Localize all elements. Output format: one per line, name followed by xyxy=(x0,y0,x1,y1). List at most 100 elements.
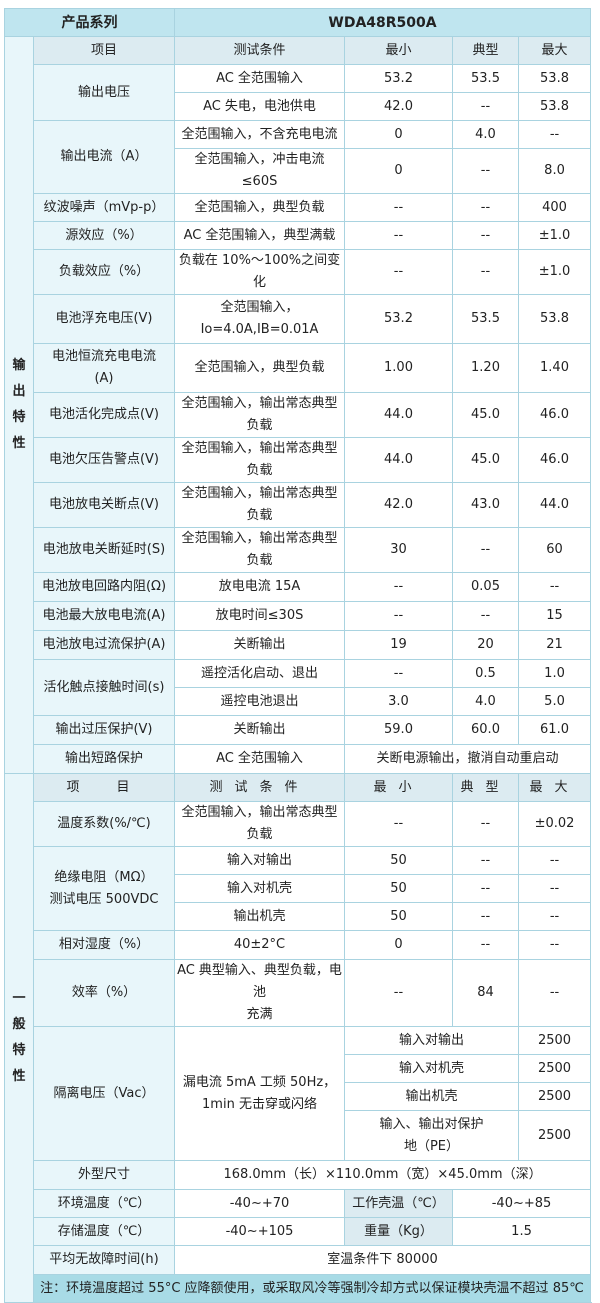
row-condition: AC 失电，电池供电 xyxy=(174,92,345,121)
row-min: -- xyxy=(344,221,453,250)
row-item: 存储温度（℃） xyxy=(33,1217,175,1246)
table-row: 输入、输出对保护 地（PE） 2500 xyxy=(5,1110,592,1161)
col-max: 最大 xyxy=(517,36,592,65)
row-typ: -- xyxy=(452,846,519,875)
col-typ: 典型 xyxy=(452,773,519,802)
row-result: 关断电源输出，撤消自动重启动 xyxy=(343,744,592,774)
row-max: 53.8 xyxy=(517,64,592,93)
row-typ: -- xyxy=(452,902,519,931)
row-min: -- xyxy=(344,193,453,222)
row-item: 电池放电回路内阻(Ω) xyxy=(33,572,175,602)
row-item: 输出电压 xyxy=(33,64,175,121)
table-row: 电池欠压告警点(V) 全范围输入，输出常态典型负载 44.0 45.0 46.0 xyxy=(5,437,592,483)
row-max: 44.0 xyxy=(517,482,592,528)
output-category-label: 输 出 特 性 xyxy=(4,36,34,774)
row-min: 1.00 xyxy=(344,343,453,393)
row-max: 5.0 xyxy=(517,687,592,716)
col-min: 最小 xyxy=(344,773,453,802)
row-max: 15 xyxy=(517,601,592,631)
row-max: 1.40 xyxy=(517,343,592,393)
row-min: 0 xyxy=(344,930,453,960)
row-item: 输出过压保护(V) xyxy=(33,715,175,745)
row-condition: 全范围输入，不含充电电流 xyxy=(174,120,345,149)
storage-temp-value: -40~+105 xyxy=(174,1217,345,1246)
table-row: 输出电流（A） 全范围输入，不含充电电流 0 4.0 -- xyxy=(5,120,592,194)
row-condition: 全范围输入， Io=4.0A,IB=0.01A xyxy=(174,294,345,344)
row-min: -- xyxy=(344,801,453,847)
table-row: 活化触点接触时间(s) 遥控活化启动、退出 -- 0.5 1.0 xyxy=(5,659,592,716)
row-min: 59.0 xyxy=(344,715,453,745)
row-max: -- xyxy=(517,930,592,960)
row-condition: 负载在 10%～100%之间变化 xyxy=(174,249,345,295)
row-item: 电池放电过流保护(A) xyxy=(33,630,175,660)
row-condition: 全范围输入，输出常态典型负载 xyxy=(174,437,345,483)
row-typ: 0.05 xyxy=(452,572,519,602)
row-max: -- xyxy=(517,874,592,903)
weight-label: 重量（Kg） xyxy=(344,1217,453,1246)
row-item: 纹波噪声（mVp-p） xyxy=(33,193,175,222)
row-min: 53.2 xyxy=(344,294,453,344)
col-item: 项 目 xyxy=(33,773,175,802)
row-condition: AC 典型输入、典型负载，电池 充满 xyxy=(174,959,345,1027)
row-condition: 全范围输入，输出常态典型负载 xyxy=(174,527,345,573)
row-item: 电池最大放电电流(A) xyxy=(33,601,175,631)
row-item: 电池放电关断点(V) xyxy=(33,482,175,528)
row-condition: 关断输出 xyxy=(174,715,345,745)
row-typ: 43.0 xyxy=(452,482,519,528)
row-item: 输出电流（A） xyxy=(33,120,175,194)
row-max: 21 xyxy=(517,630,592,660)
spec-table: 产品系列 WDA48R500A 输 出 特 性 项目 测试条件 最小 典型 最大… xyxy=(4,8,592,1303)
case-temp-label: 工作壳温（℃） xyxy=(344,1189,453,1218)
table-row: 存储温度（℃） -40~+105 重量（Kg） 1.5 xyxy=(5,1217,592,1246)
row-item: 温度系数(%/℃) xyxy=(33,801,175,847)
row-min: 50 xyxy=(344,874,453,903)
row-condition: 40±2°C xyxy=(174,930,345,960)
row-typ: 53.5 xyxy=(452,64,519,93)
table-row: 输入对机壳 2500 xyxy=(5,1054,592,1083)
table-row: 电池最大放电电流(A) 放电时间≤30S -- -- 15 xyxy=(5,601,592,631)
table-row: 相对湿度（%） 40±2°C 0 -- -- xyxy=(5,930,592,960)
row-max: ±1.0 xyxy=(517,221,592,250)
row-max: 46.0 xyxy=(517,437,592,483)
table-row: 温度系数(%/℃) 全范围输入，输出常态典型负载 -- -- ±0.02 xyxy=(5,801,592,847)
row-condition: 输出机壳 xyxy=(174,902,345,931)
isolation-label: 输出机壳 xyxy=(344,1082,519,1111)
row-item: 绝缘电阻（MΩ） 测试电压 500VDC xyxy=(33,846,175,931)
row-min: -- xyxy=(344,249,453,295)
table-row: 环境温度（℃） -40~+70 工作壳温（℃） -40~+85 xyxy=(5,1189,592,1218)
row-typ: 45.0 xyxy=(452,392,519,438)
table-row: 绝缘电阻（MΩ） 测试电压 500VDC 输入对输出 50 -- -- xyxy=(5,846,592,931)
row-typ: 53.5 xyxy=(452,294,519,344)
table-row: 电池放电关断延时(S) 全范围输入，输出常态典型负载 30 -- 60 xyxy=(5,527,592,573)
row-typ: -- xyxy=(452,874,519,903)
table-row: 输出机壳 50 -- -- xyxy=(5,902,592,931)
row-typ: -- xyxy=(452,221,519,250)
row-max: -- xyxy=(517,120,592,149)
table-row: 负载效应（%） 负载在 10%～100%之间变化 -- -- ±1.0 xyxy=(5,249,592,295)
isolation-label: 输入对输出 xyxy=(344,1026,519,1055)
row-typ: 45.0 xyxy=(452,437,519,483)
table-row: 电池放电回路内阻(Ω) 放电电流 15A -- 0.05 -- xyxy=(5,572,592,602)
isolation-value: 2500 xyxy=(517,1054,592,1083)
row-condition: AC 全范围输入，典型满载 xyxy=(174,221,345,250)
row-condition: 输入对输出 xyxy=(174,846,345,875)
table-row: 纹波噪声（mVp-p） 全范围输入，典型负载 -- -- 400 xyxy=(5,193,592,222)
row-condition: 全范围输入，输出常态典型负载 xyxy=(174,801,345,847)
row-max: -- xyxy=(517,959,592,1027)
footnote: 注：环境温度超过 55°C 应降额使用，或采取风冷等强制冷却方式以保证模块壳温不… xyxy=(32,1274,592,1303)
general-category-label: 一 般 特 性 xyxy=(4,773,34,1303)
row-typ: 60.0 xyxy=(452,715,519,745)
dimensions-value: 168.0mm（长）×110.0mm（宽）×45.0mm（深） xyxy=(173,1160,592,1190)
isolation-label: 输入、输出对保护 地（PE） xyxy=(344,1110,519,1161)
mtbf-value: 室温条件下 80000 xyxy=(173,1245,592,1275)
table-row: 平均无故障时间(h) 室温条件下 80000 xyxy=(5,1245,592,1275)
row-min: 19 xyxy=(344,630,453,660)
row-typ: 4.0 xyxy=(452,687,519,716)
row-item: 电池欠压告警点(V) xyxy=(33,437,175,483)
row-item: 负载效应（%） xyxy=(33,249,175,295)
row-min: 42.0 xyxy=(344,92,453,121)
row-condition: 遥控电池退出 xyxy=(174,687,345,716)
row-min: 3.0 xyxy=(344,687,453,716)
col-typ: 典型 xyxy=(452,36,519,65)
isolation-label: 输入对机壳 xyxy=(344,1054,519,1083)
